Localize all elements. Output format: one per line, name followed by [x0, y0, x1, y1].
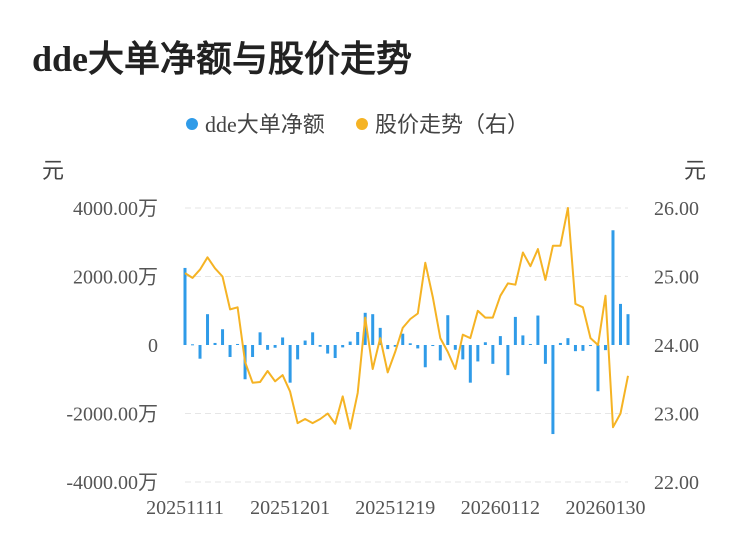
dde-bar [221, 329, 225, 345]
dde-bar [588, 345, 592, 347]
dde-bar [461, 345, 465, 360]
dde-bar [438, 345, 442, 361]
right-axis-ticks: 26.00 25.00 24.00 23.00 22.00 [654, 198, 699, 494]
dde-bar [566, 338, 570, 345]
right-tick-label: 22.00 [654, 472, 699, 494]
dde-bar [281, 337, 285, 345]
dde-bar [528, 343, 532, 345]
dde-bar [228, 345, 232, 357]
dde-bar [393, 345, 397, 347]
dde-bar [333, 345, 337, 359]
dde-bar [513, 316, 517, 345]
dde-bar [273, 345, 277, 348]
dde-bar [341, 345, 345, 348]
x-tick-label: 20251111 [146, 497, 224, 519]
left-axis-unit: 元 [42, 158, 64, 183]
dde-bar [536, 315, 540, 345]
dde-bar [213, 342, 217, 345]
dde-bar [386, 345, 390, 350]
x-tick-label: 20251201 [250, 497, 330, 519]
dde-bar [498, 336, 502, 345]
legend-marker [356, 118, 368, 130]
dde-bar [191, 344, 195, 346]
dde-bar [206, 314, 210, 345]
dde-bar [416, 345, 420, 349]
dde-bar [431, 345, 435, 347]
dde-bar [626, 314, 630, 345]
left-tick-label: 0 [148, 335, 158, 357]
legend-label: 股价走势（右） [375, 112, 529, 137]
dde-bar [543, 345, 547, 364]
dde-bar [618, 303, 622, 345]
dde-bar [611, 230, 615, 345]
dde-bar [423, 345, 427, 368]
x-tick-label: 20260130 [565, 497, 645, 519]
left-tick-label: -2000.00万 [66, 404, 158, 426]
dde-bar [521, 335, 525, 345]
dde-bar [356, 331, 360, 345]
dde-bar [258, 332, 262, 345]
dde-bar [251, 345, 255, 357]
x-tick-label: 20251219 [355, 497, 435, 519]
dde-bar [371, 314, 375, 345]
dde-bar [491, 345, 495, 364]
left-tick-label: 4000.00万 [73, 198, 158, 220]
right-tick-label: 26.00 [654, 198, 699, 220]
dde-bar [603, 345, 607, 351]
dde-bar [266, 345, 270, 350]
dde-bar [363, 312, 367, 345]
price-line [184, 207, 629, 430]
legend-label: dde大单净额 [205, 112, 325, 137]
x-tick-label: 20260112 [461, 497, 540, 519]
dde-bar [558, 342, 562, 345]
dde-bar [408, 343, 412, 345]
dde-bar [596, 345, 600, 392]
dde-bar [198, 345, 202, 359]
right-tick-label: 23.00 [654, 404, 699, 426]
right-tick-label: 25.00 [654, 267, 699, 289]
dde-bar [311, 332, 315, 345]
price-line-series [184, 207, 629, 430]
dde-bar [506, 345, 510, 376]
dde-bar [581, 345, 585, 351]
left-axis-ticks: 4000.00万 2000.00万 0 -2000.00万 -4000.00万 [66, 198, 158, 494]
dde-bar [378, 327, 382, 345]
x-axis-ticks: 20251111 20251201 20251219 20260112 20260130 [146, 497, 645, 519]
dde-bar [483, 342, 487, 345]
gridlines [185, 207, 628, 483]
dde-bar [326, 345, 330, 354]
dde-bar [476, 345, 480, 362]
legend: dde大单净额 股价走势（右） [186, 112, 529, 137]
dde-bar-series [183, 230, 630, 435]
dde-bar [303, 340, 307, 345]
dde-bar [551, 345, 555, 435]
dde-bar [446, 315, 450, 345]
dde-bar [348, 341, 352, 345]
legend-marker [186, 118, 198, 130]
dde-bar [183, 267, 187, 345]
dde-bar [468, 345, 472, 383]
dde-bar [296, 345, 300, 360]
right-axis-unit: 元 [684, 158, 706, 183]
dde-bar [288, 345, 292, 383]
dde-bar [573, 345, 577, 352]
dde-bar [236, 343, 240, 345]
left-tick-label: 2000.00万 [73, 267, 158, 289]
dde-bar [453, 345, 457, 350]
right-tick-label: 24.00 [654, 335, 699, 357]
left-tick-label: -4000.00万 [66, 472, 158, 494]
dde-bar [401, 333, 405, 345]
dde-bar [318, 345, 322, 347]
chart-title: dde大单净额与股价走势 [32, 39, 413, 79]
